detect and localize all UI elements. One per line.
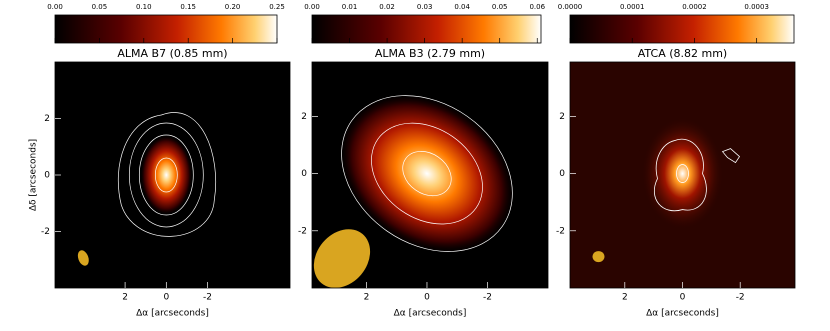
colorbar-tick-label: 0.0001 [620,3,645,11]
x-tick-label: 2 [364,293,370,303]
x-tick-label: 2 [622,293,628,303]
image-frame [311,61,549,289]
y-tick-label: 0 [44,171,50,181]
y-tick-label: 2 [301,112,307,122]
colorbar-tick-label: 0.00 [47,3,63,11]
panel-title: ALMA B7 (0.85 mm) [117,47,227,60]
y-tick-label: -2 [41,227,50,237]
contour [653,138,707,212]
contour [721,148,741,164]
y-tick-label: -2 [556,226,565,236]
contour [138,134,194,216]
contour [402,151,452,197]
contour [154,157,178,193]
colorbar-tick-label: 0.0003 [744,3,769,11]
x-tick-label: 0 [163,293,169,303]
image [592,118,741,263]
colorbar-tick-label: 0.00 [304,3,320,11]
colorbar-tick-label: 0.04 [454,3,470,11]
x-tick-label: -2 [203,293,212,303]
contour [128,122,204,228]
colorbar-tick-label: 0.0002 [682,3,707,11]
colorbar-tick-label: 0.10 [136,3,152,11]
x-axis-label: Δα [arcseconds] [394,309,467,319]
y-tick-label: 2 [44,114,50,124]
emission [140,135,193,215]
x-tick-label: 0 [424,293,430,303]
panel-title: ATCA (8.82 mm) [638,47,727,60]
colorbar-tick-label: 0.0000 [558,3,583,11]
colorbar-tick-label: 0.20 [225,3,241,11]
colorbar [54,14,278,44]
x-axis-label: Δα [arcseconds] [136,309,209,319]
image [313,93,516,288]
colorbar [569,14,795,44]
contour [676,164,689,183]
colorbar-tick-label: 0.01 [342,3,358,11]
panel-title: ALMA B3 (2.79 mm) [375,47,485,60]
y-tick-label: 0 [301,169,307,179]
contour [341,95,513,252]
image [77,112,217,266]
colorbar [311,14,542,44]
beam [592,251,605,263]
contour [118,112,217,237]
colorbar-tick-label: 0.25 [269,3,285,11]
x-tick-label: 0 [680,293,686,303]
x-axis-label: Δα [arcseconds] [646,309,719,319]
colorbar-tick-label: 0.02 [379,3,395,11]
y-tick-label: -2 [298,226,307,236]
contour [371,122,483,225]
x-tick-label: 2 [122,293,128,303]
x-tick-label: -2 [483,293,492,303]
beam [313,229,371,288]
x-tick-label: -2 [736,293,745,303]
emission [642,118,723,229]
y-tick-label: 2 [559,112,565,122]
colorbar-tick-label: 0.06 [529,3,545,11]
colorbar-tick-label: 0.05 [92,3,108,11]
y-axis-label: Δδ [arcseconds] [29,139,39,211]
colorbar-tick-label: 0.03 [417,3,433,11]
colorbar-tick-label: 0.15 [180,3,196,11]
beam [77,250,89,266]
colorbar-tick-label: 0.05 [492,3,508,11]
y-tick-label: 0 [559,169,565,179]
